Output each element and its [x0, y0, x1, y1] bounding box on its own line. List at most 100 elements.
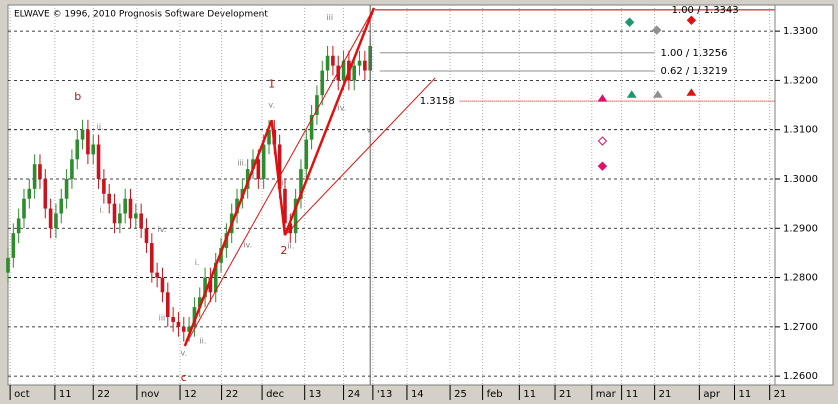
candle-body	[283, 188, 287, 224]
candle-body	[336, 65, 341, 81]
candle-body	[341, 60, 346, 81]
trend-line	[284, 77, 436, 236]
wave-label: c	[181, 371, 187, 384]
target-marker	[597, 94, 608, 102]
target-marker	[597, 136, 608, 146]
candle-body	[112, 203, 117, 224]
wave-label: 1	[268, 77, 275, 90]
wave-label: iv.	[157, 225, 166, 234]
trend-line	[183, 7, 376, 347]
candle-body	[299, 169, 303, 199]
x-tick-label: 12	[184, 389, 197, 400]
candle-body	[320, 70, 325, 96]
candle-body	[43, 178, 48, 209]
wave-label: iv.	[338, 104, 347, 113]
x-tick-label: 11	[523, 389, 536, 400]
candle-body	[251, 159, 255, 170]
target-marker	[652, 90, 663, 98]
candle-body	[27, 188, 32, 199]
x-tick-label: 11	[59, 389, 72, 400]
candle-body	[107, 193, 112, 204]
wave-label: v.	[366, 126, 373, 135]
candle-body	[293, 198, 298, 234]
chart-title: ELWAVE © 1996, 2010 Prognosis Software D…	[14, 10, 268, 20]
y-tick-label: 1.2900	[783, 223, 818, 234]
candle-body	[219, 247, 223, 263]
x-tick-label: apr	[703, 389, 720, 400]
trend-line	[184, 7, 375, 347]
candle-body	[11, 233, 16, 258]
candle-body	[277, 144, 282, 189]
candle-body	[309, 114, 314, 140]
wave-label: iii	[326, 13, 333, 22]
candle-body	[155, 272, 159, 278]
candle-body	[64, 178, 69, 199]
candle-body	[75, 139, 80, 160]
candle-body	[325, 55, 330, 71]
x-tick-label: 24	[348, 389, 361, 400]
candle-body	[352, 65, 357, 81]
candle-body	[70, 159, 74, 179]
x-tick-label: 14	[411, 389, 424, 400]
wave-label: b	[74, 90, 81, 103]
wave-label: v.	[180, 348, 187, 357]
wave-label: v.	[268, 101, 275, 110]
x-tick-label: nov	[141, 389, 159, 400]
target-marker	[686, 88, 697, 96]
candle-body	[213, 262, 218, 293]
y-tick-label: 1.2800	[783, 273, 818, 284]
candle-body	[80, 129, 85, 140]
candle-body	[6, 257, 10, 273]
candle-body	[134, 213, 138, 219]
wave-label: i.	[99, 206, 104, 215]
candle-body	[139, 213, 143, 229]
candle-body	[59, 198, 64, 214]
candle-body	[363, 60, 367, 71]
candle-body	[315, 95, 319, 115]
candle-body	[144, 228, 149, 244]
y-axis-area	[774, 4, 834, 386]
candle-body	[181, 326, 186, 332]
candle-body	[150, 243, 154, 273]
candle-body	[197, 297, 202, 308]
candle-body	[54, 213, 58, 229]
candle-body	[102, 178, 106, 194]
target-marker	[686, 15, 697, 25]
x-tick-label: oct	[14, 389, 30, 400]
candle-body	[160, 277, 165, 293]
candle-body	[304, 139, 309, 170]
candle-body	[171, 316, 175, 322]
candle-body	[22, 198, 26, 219]
y-tick-label: 1.3100	[783, 125, 818, 136]
x-tick-label: feb	[487, 389, 503, 400]
candle-body	[192, 307, 197, 327]
x-tick-label: 22	[226, 389, 239, 400]
wave-label: ii.	[199, 337, 206, 346]
target-marker	[597, 161, 608, 171]
candle-body	[288, 223, 293, 234]
x-tick-label: 22	[97, 389, 110, 400]
candle-body	[203, 277, 207, 298]
x-tick-label: '13	[377, 389, 392, 400]
x-tick-label: 11	[626, 389, 639, 400]
plot-area	[7, 4, 776, 386]
wave-label: iv.	[243, 241, 252, 250]
target-marker	[652, 25, 662, 35]
candle-body	[165, 292, 170, 317]
target-label: 1.3158	[420, 96, 455, 107]
candle-body	[267, 129, 271, 145]
x-tick-label: 21	[659, 389, 672, 400]
target-label: 1.00 / 1.3343	[672, 5, 739, 16]
wave-label: 2	[280, 244, 287, 257]
wave-label: i.	[282, 178, 287, 187]
candle-body	[245, 169, 250, 189]
candle-body	[357, 60, 362, 66]
target-label: 1.00 / 1.3256	[660, 48, 727, 59]
y-tick-label: 1.3200	[783, 75, 818, 86]
candle-body	[128, 198, 133, 219]
candle-body	[256, 159, 261, 179]
candle-body	[261, 144, 266, 179]
candle-body	[96, 144, 101, 179]
y-tick-label: 1.2600	[783, 371, 818, 382]
